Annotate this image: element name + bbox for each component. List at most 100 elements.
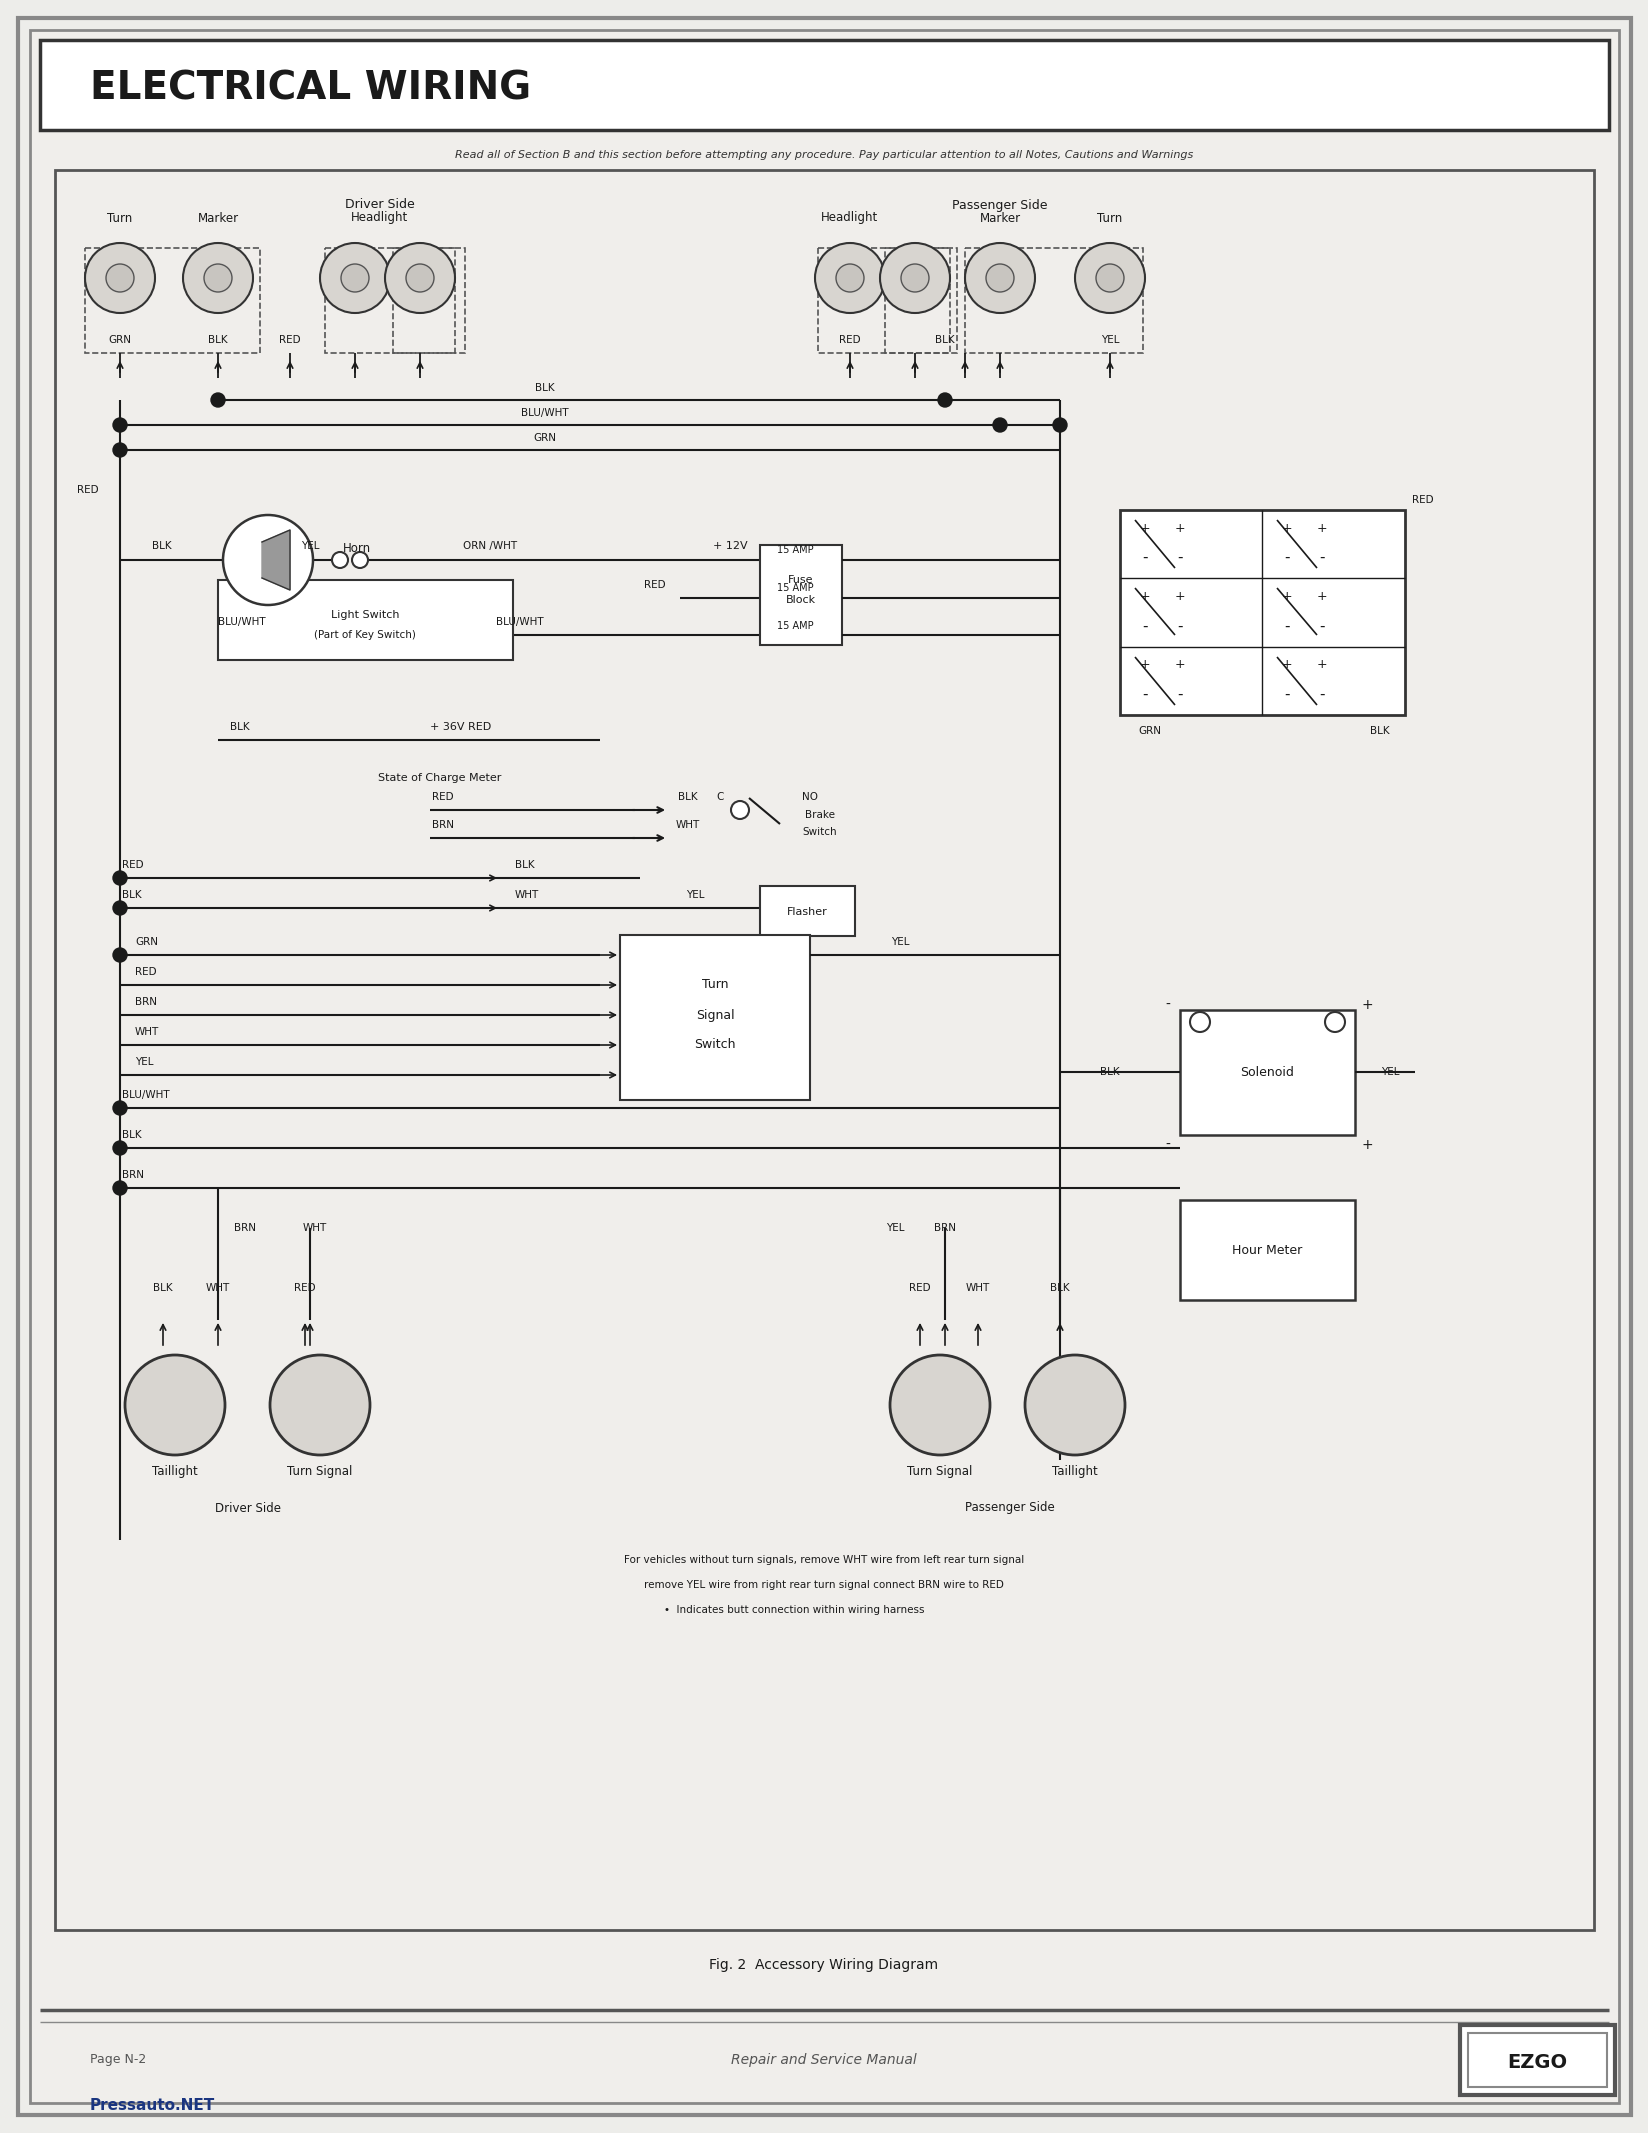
Text: BLK: BLK (536, 384, 554, 392)
Circle shape (384, 243, 455, 314)
Text: +: + (1315, 659, 1327, 672)
Text: Headlight: Headlight (821, 211, 878, 224)
Circle shape (211, 392, 224, 407)
Text: NO: NO (801, 791, 817, 802)
Text: -: - (1165, 998, 1170, 1011)
Text: BLK: BLK (1099, 1066, 1119, 1077)
Text: BLU/WHT: BLU/WHT (496, 616, 544, 627)
Circle shape (114, 1101, 127, 1116)
Circle shape (1053, 418, 1066, 433)
Circle shape (1325, 1011, 1345, 1032)
Text: RED: RED (644, 580, 666, 591)
Text: +: + (1139, 520, 1150, 535)
Bar (1467, 2033, 1607, 2086)
Text: RED: RED (1411, 495, 1434, 506)
Text: Fig. 2  Accessory Wiring Diagram: Fig. 2 Accessory Wiring Diagram (709, 1958, 938, 1973)
Text: •  Indicates butt connection within wiring harness: • Indicates butt connection within wirin… (664, 1604, 923, 1615)
Text: + 12V: + 12V (712, 542, 747, 550)
Text: YEL: YEL (885, 1222, 903, 1233)
Circle shape (730, 802, 748, 819)
Text: State of Charge Meter: State of Charge Meter (377, 772, 501, 783)
Circle shape (331, 552, 348, 567)
Text: Signal: Signal (695, 1009, 733, 1022)
Text: +: + (1360, 998, 1373, 1011)
Circle shape (986, 264, 1014, 292)
Text: ELECTRICAL WIRING: ELECTRICAL WIRING (91, 68, 531, 107)
Circle shape (114, 444, 127, 456)
Circle shape (992, 418, 1007, 433)
Text: BLK: BLK (1050, 1284, 1070, 1293)
Text: 15 AMP: 15 AMP (776, 582, 812, 593)
Text: Read all of Section B and this section before attempting any procedure. Pay part: Read all of Section B and this section b… (455, 149, 1193, 160)
Text: BLK: BLK (229, 721, 249, 732)
Circle shape (222, 514, 313, 606)
Text: GRN: GRN (534, 433, 555, 444)
Text: For vehicles without turn signals, remove WHT wire from left rear turn signal: For vehicles without turn signals, remov… (623, 1555, 1023, 1566)
Circle shape (204, 264, 232, 292)
Text: WHT: WHT (676, 819, 700, 830)
Text: EZGO: EZGO (1506, 2052, 1566, 2071)
Text: Solenoid: Solenoid (1239, 1066, 1294, 1079)
Circle shape (114, 947, 127, 962)
Text: ORN /WHT: ORN /WHT (463, 542, 517, 550)
Text: BLK: BLK (208, 335, 227, 346)
Text: Turn: Turn (107, 211, 132, 224)
Bar (620, 934, 809, 1101)
Text: -: - (1177, 550, 1182, 565)
Text: Turn: Turn (1096, 211, 1122, 224)
Text: Turn Signal: Turn Signal (287, 1465, 353, 1478)
Circle shape (1074, 243, 1144, 314)
Text: BLK: BLK (934, 335, 954, 346)
Text: BLK: BLK (677, 791, 697, 802)
Text: WHT: WHT (135, 1026, 160, 1037)
Text: RED: RED (432, 791, 453, 802)
Text: RED: RED (293, 1284, 316, 1293)
Text: YEL: YEL (1101, 335, 1119, 346)
Text: BLK: BLK (122, 1130, 142, 1139)
Text: Turn Signal: Turn Signal (906, 1465, 972, 1478)
Circle shape (114, 870, 127, 885)
Text: +: + (1360, 1139, 1373, 1152)
Text: WHT: WHT (303, 1222, 326, 1233)
Text: Marker: Marker (979, 211, 1020, 224)
Circle shape (341, 264, 369, 292)
Text: -: - (1142, 550, 1147, 565)
Circle shape (105, 264, 133, 292)
Text: RED: RED (122, 860, 143, 870)
Circle shape (900, 264, 928, 292)
Text: Fuse: Fuse (788, 576, 812, 584)
Circle shape (1190, 1011, 1210, 1032)
Circle shape (114, 1141, 127, 1154)
Text: -: - (1318, 687, 1323, 702)
Circle shape (114, 1182, 127, 1194)
Bar (392, 247, 465, 352)
Bar (760, 546, 842, 644)
Bar (817, 247, 949, 352)
Bar (1458, 2024, 1613, 2095)
Bar (885, 247, 956, 352)
Text: +: + (1139, 591, 1150, 604)
Text: BRN: BRN (135, 996, 157, 1007)
Circle shape (320, 243, 391, 314)
Circle shape (183, 243, 252, 314)
Text: RED: RED (279, 335, 300, 346)
Text: Switch: Switch (803, 828, 837, 836)
Text: remove YEL wire from right rear turn signal connect BRN wire to RED: remove YEL wire from right rear turn sig… (644, 1581, 1004, 1589)
Bar (40, 41, 1608, 130)
Circle shape (114, 900, 127, 915)
Text: +: + (1280, 520, 1292, 535)
Text: GRN: GRN (109, 335, 132, 346)
Text: Passenger Side: Passenger Side (964, 1502, 1055, 1514)
Text: BRN: BRN (933, 1222, 956, 1233)
Text: -: - (1284, 550, 1289, 565)
Text: BRN: BRN (122, 1171, 143, 1180)
Text: Hour Meter: Hour Meter (1231, 1244, 1302, 1256)
Circle shape (836, 264, 864, 292)
Text: BLU/WHT: BLU/WHT (122, 1090, 170, 1101)
Bar (1180, 1011, 1355, 1135)
Text: Marker: Marker (198, 211, 239, 224)
Text: Horn: Horn (343, 542, 371, 555)
Circle shape (351, 552, 368, 567)
Text: -: - (1318, 550, 1323, 565)
Text: -: - (1177, 619, 1182, 634)
